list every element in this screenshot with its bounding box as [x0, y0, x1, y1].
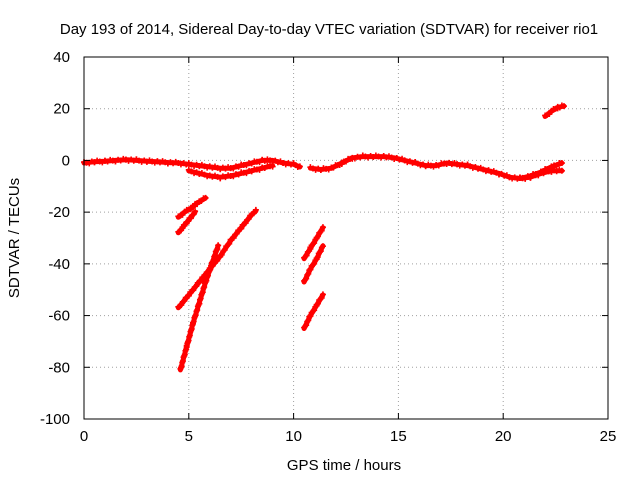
- data-point: [302, 276, 309, 283]
- data-point: [179, 225, 186, 232]
- data-point: [314, 233, 321, 240]
- data-point: [313, 255, 320, 262]
- data-point: [221, 246, 228, 253]
- data-point: [238, 225, 245, 232]
- data-point: [303, 252, 310, 259]
- data-point: [311, 260, 318, 267]
- data-point: [307, 313, 314, 320]
- data-point: [318, 244, 325, 251]
- y-tick-label: -40: [48, 256, 70, 273]
- data-point: [197, 277, 204, 284]
- data-point: [304, 318, 311, 325]
- x-tick-label: 25: [600, 428, 617, 445]
- data-point: [192, 208, 199, 215]
- plot-frame: [83, 56, 609, 420]
- series-low-band: [185, 162, 276, 182]
- series-streak-e: [301, 224, 326, 262]
- data-point: [245, 215, 252, 222]
- x-tick-label: 0: [80, 428, 88, 445]
- y-tick-label: 40: [53, 49, 70, 66]
- data-point: [303, 275, 310, 282]
- y-tick-label: 0: [62, 152, 70, 169]
- data-point: [319, 291, 326, 298]
- data-point: [303, 322, 310, 329]
- data-point: [558, 160, 565, 167]
- data-point: [319, 224, 326, 231]
- series-high-arc: [542, 102, 567, 119]
- data-point: [250, 210, 257, 217]
- data-point: [304, 271, 311, 278]
- data-point: [307, 245, 314, 252]
- series-streak-b: [175, 194, 209, 220]
- series-streak-d: [177, 242, 222, 373]
- data-point: [316, 249, 323, 256]
- ticks: 0 5 10 15 20 25 -100 -80 -60 -40 -20 0 20 40: [40, 49, 616, 445]
- data-point: [558, 167, 565, 174]
- data-point: [185, 292, 192, 299]
- series-main-band: [81, 155, 303, 173]
- x-axis-label: GPS time / hours: [287, 457, 401, 474]
- data-point: [560, 103, 567, 110]
- series-late-rise: [516, 159, 565, 182]
- data-point: [181, 297, 188, 304]
- data-point: [215, 242, 222, 249]
- data-point: [314, 300, 321, 307]
- data-point: [269, 163, 276, 170]
- x-tick-label: 20: [495, 428, 512, 445]
- series-streak-a: [175, 208, 199, 236]
- data-point: [318, 294, 325, 301]
- data-point: [314, 254, 321, 261]
- data-point: [178, 302, 185, 309]
- y-axis-label: SDTVAR / TECUs: [6, 178, 23, 298]
- data-point: [190, 211, 197, 218]
- data-point: [218, 251, 225, 258]
- data-point: [317, 248, 324, 255]
- data-point: [318, 227, 325, 234]
- data-point: [311, 240, 318, 247]
- data-point: [311, 307, 318, 314]
- data-point: [230, 234, 237, 241]
- series-streak-f: [301, 243, 326, 285]
- data-point: [296, 163, 303, 170]
- data-point: [305, 270, 312, 277]
- data-point: [189, 204, 196, 211]
- data-point: [242, 220, 249, 227]
- y-tick-label: -20: [48, 204, 70, 221]
- data-point: [226, 240, 233, 247]
- data-point: [202, 194, 209, 201]
- data-point: [305, 317, 312, 324]
- data-point: [252, 206, 259, 213]
- grid: [84, 57, 608, 419]
- y-tick-label: 20: [53, 101, 70, 118]
- x-tick-label: 5: [185, 428, 193, 445]
- y-tick-label: -60: [48, 308, 70, 325]
- data-point: [190, 287, 197, 294]
- data-point: [319, 243, 326, 250]
- data-point: [193, 283, 200, 290]
- x-tick-label: 15: [390, 428, 407, 445]
- y-tick-label: -100: [40, 411, 70, 428]
- chart-title: Day 193 of 2014, Sidereal Day-to-day VTE…: [60, 21, 598, 38]
- data-point: [307, 266, 314, 273]
- y-tick-label: -80: [48, 359, 70, 376]
- data-point: [187, 215, 194, 222]
- x-tick-label: 10: [285, 428, 302, 445]
- data-point: [302, 323, 309, 330]
- data-marks: [81, 102, 567, 373]
- data-point: [233, 230, 240, 237]
- series-streak-g: [301, 291, 326, 331]
